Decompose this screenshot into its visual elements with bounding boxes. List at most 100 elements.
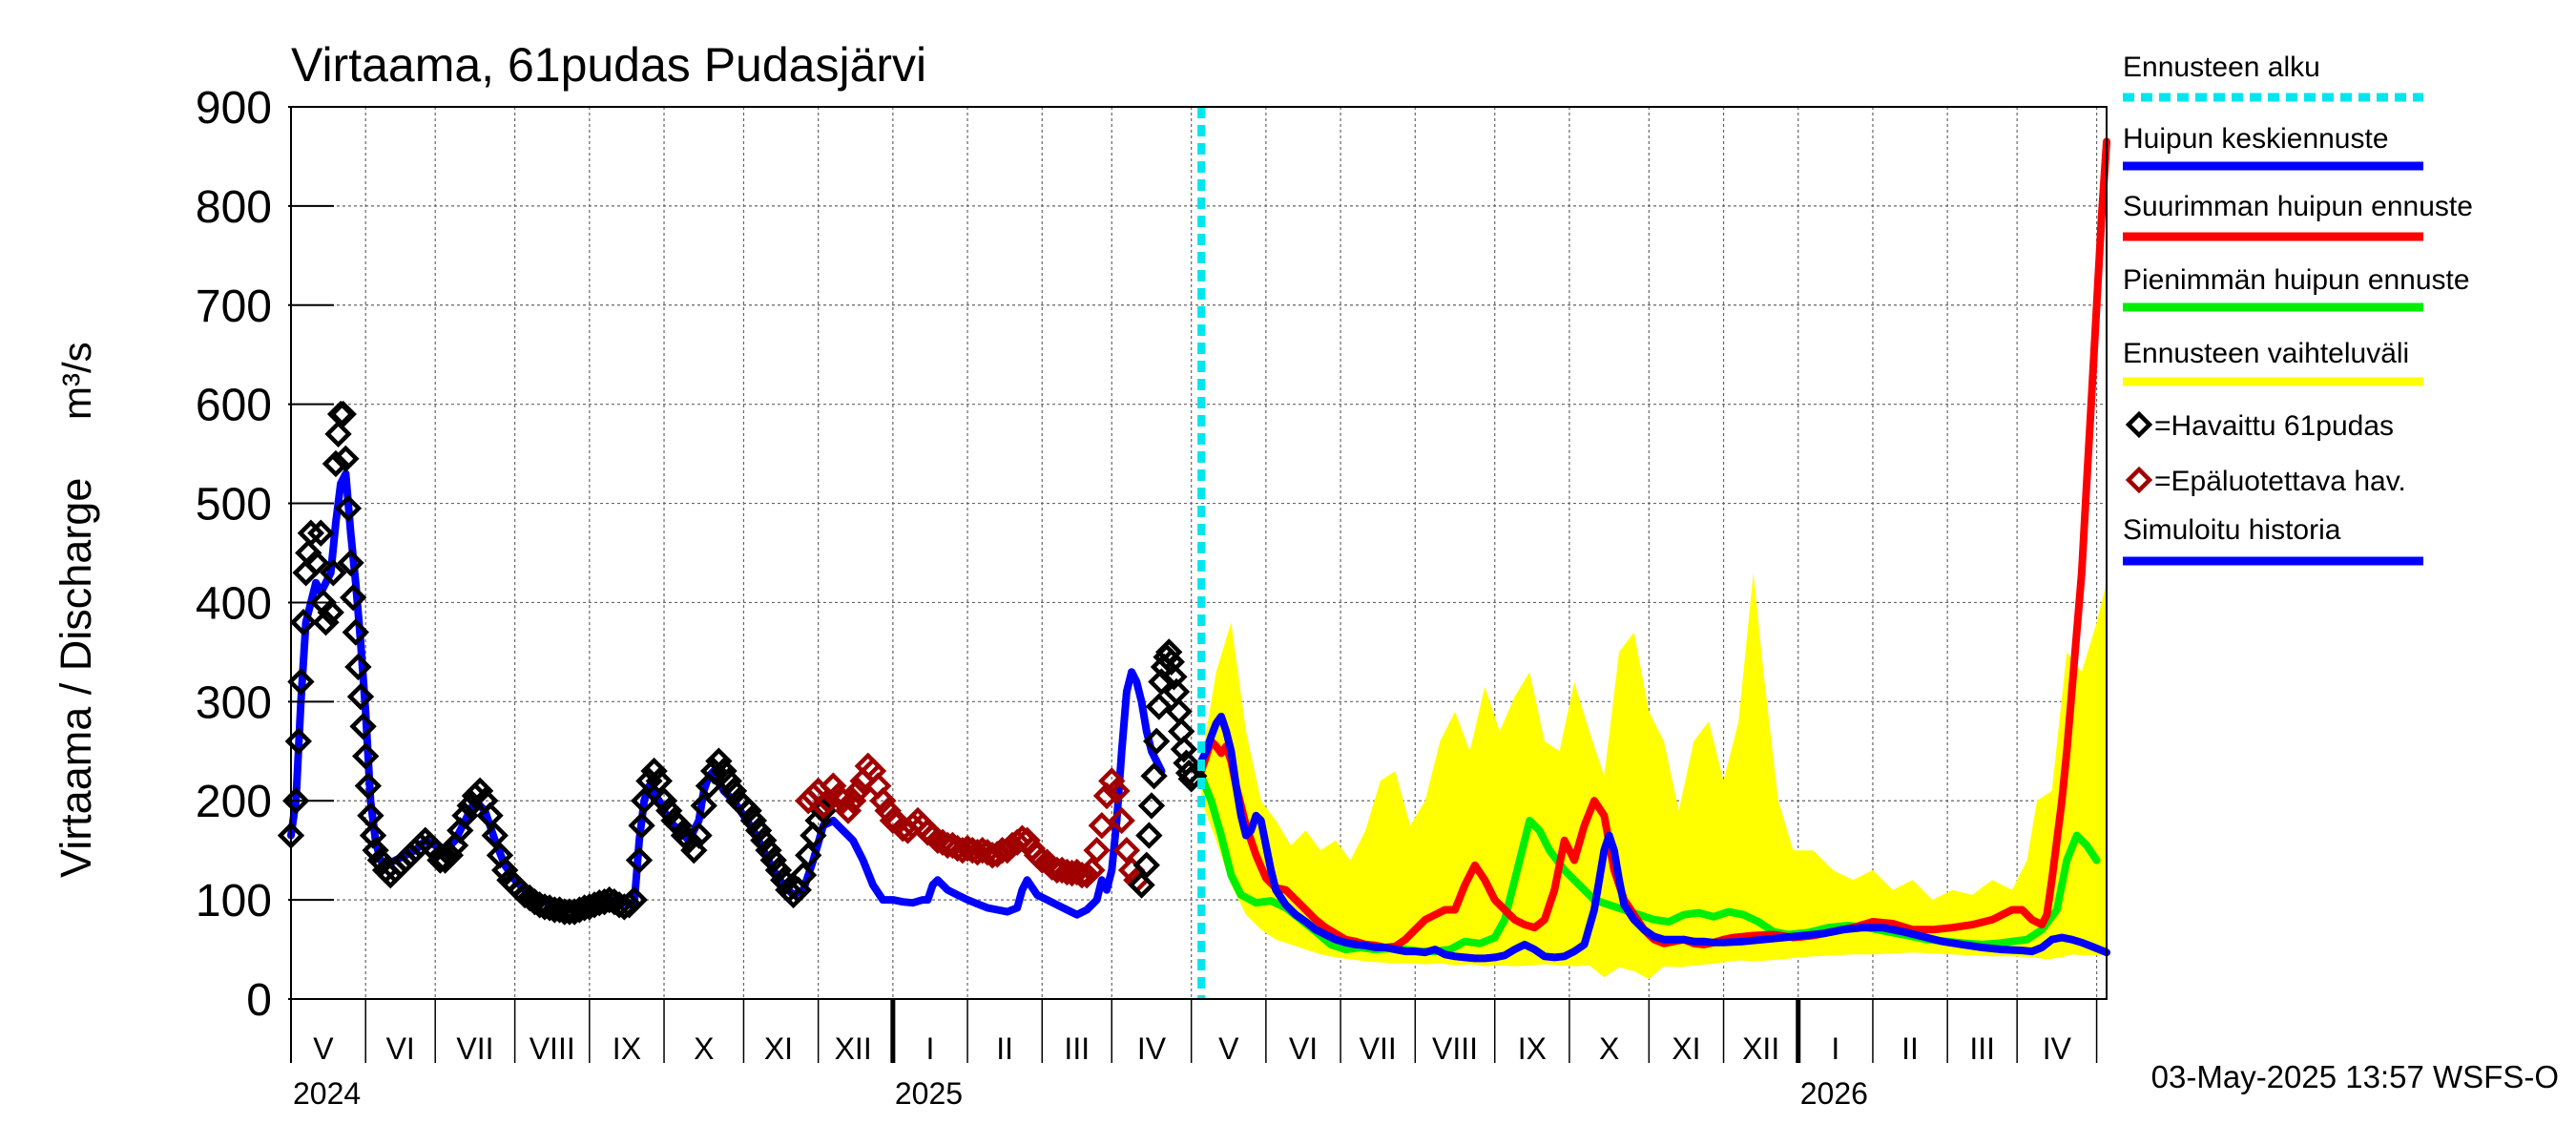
x-year-label: 2025 <box>895 1076 963 1111</box>
observation-marker <box>1180 762 1208 790</box>
observation-marker <box>362 836 389 864</box>
x-month-label: XII <box>835 1031 872 1066</box>
y-axis-label-group: Virtaama / Discharge m³/s <box>52 342 100 878</box>
observation-marker <box>1143 727 1171 756</box>
y-tick-label: 900 <box>196 83 272 134</box>
observation-marker <box>645 767 673 795</box>
observation-marker <box>710 757 737 785</box>
legend-label: =Havaittu 61pudas <box>2154 410 2394 442</box>
y-tick-label: 500 <box>196 480 272 531</box>
y-tick-label: 200 <box>196 777 272 827</box>
observation-marker <box>289 609 318 636</box>
observation-marker <box>344 653 372 681</box>
unreliable-observation-marker <box>829 787 857 815</box>
observation-marker <box>476 802 504 829</box>
x-month-label: III <box>1064 1031 1090 1066</box>
observation-marker <box>1140 762 1168 790</box>
unreliable-observation-marker <box>1083 836 1111 864</box>
observation-marker <box>655 797 683 824</box>
x-month-label: X <box>1599 1031 1619 1066</box>
mean-peak-forecast-line <box>1197 712 2110 963</box>
unreliable-observation-marker <box>1108 806 1135 835</box>
observation-marker <box>1128 871 1155 899</box>
observation-marker <box>750 826 778 854</box>
observation-marker <box>715 767 742 795</box>
x-month-label: VI <box>1289 1031 1318 1066</box>
forecast-range-area <box>1201 572 2107 980</box>
x-month-label: VIII <box>530 1031 575 1066</box>
observation-marker <box>1160 663 1188 691</box>
x-month-label: V <box>313 1031 334 1066</box>
observation-marker <box>759 846 787 874</box>
y-tick-label: 300 <box>196 677 272 728</box>
legend-label: Ennusteen vaihteluväli <box>2123 338 2409 369</box>
x-month-label: IX <box>613 1031 641 1066</box>
observation-marker <box>307 519 335 547</box>
forecast-range-band <box>1201 572 2107 980</box>
observation-marker <box>1155 638 1183 666</box>
x-month-label: II <box>996 1031 1013 1066</box>
unreliable-observation-marker <box>1053 858 1081 886</box>
observation-marker <box>481 822 509 849</box>
legend-label: Pienimmän huipun ennuste <box>2123 264 2470 296</box>
observation-marker <box>630 787 658 815</box>
y-tick-label: 100 <box>196 876 272 926</box>
observation-marker <box>705 747 733 775</box>
observation-marker <box>354 772 382 800</box>
x-month-label: I <box>926 1031 935 1066</box>
x-month-label: I <box>1831 1031 1839 1066</box>
observation-marker <box>346 682 375 711</box>
observation-marker <box>628 812 655 840</box>
observation-marker <box>744 817 773 844</box>
plot-frame <box>290 106 2108 1000</box>
observation-marker <box>322 449 350 478</box>
x-month-label: VIII <box>1432 1031 1478 1066</box>
legend-label: =Epäluotettava hav. <box>2154 466 2406 497</box>
observation-marker <box>650 787 678 815</box>
observation-marker <box>317 598 344 627</box>
observation-marker <box>755 836 782 864</box>
unreliable-observation-marker <box>1078 856 1106 885</box>
y-tick-label: 400 <box>196 578 272 629</box>
unreliable-observation-marker <box>1068 861 1096 889</box>
x-month-label: VII <box>456 1031 493 1066</box>
legend-marker <box>2125 466 2153 494</box>
x-year-label: 2024 <box>293 1076 361 1111</box>
observation-marker <box>426 846 454 874</box>
observation-marker <box>334 494 363 522</box>
observation-marker <box>719 777 748 805</box>
observation-marker <box>665 812 693 840</box>
unreliable-observation-marker <box>1088 812 1116 840</box>
observation-marker <box>349 713 377 740</box>
y-axis-label: Virtaama / Discharge <box>52 478 100 878</box>
x-month-label: VI <box>386 1031 415 1066</box>
observation-marker <box>620 885 648 914</box>
observation-marker <box>324 420 352 448</box>
observation-marker <box>640 757 668 785</box>
observation-marker <box>789 861 818 889</box>
x-month-label: VII <box>1360 1031 1397 1066</box>
unreliable-observation-marker <box>820 772 847 800</box>
observation-marker <box>337 549 364 577</box>
observation-marker <box>675 826 703 854</box>
observation-marker <box>1137 792 1166 820</box>
legend-label: Simuloitu historia <box>2123 514 2341 546</box>
observation-marker <box>282 787 310 815</box>
observation-marker <box>320 559 347 587</box>
observation-marker <box>332 445 360 472</box>
unreliable-observation-marker <box>1103 777 1131 805</box>
unreliable-observation-marker <box>1112 836 1141 864</box>
observation-marker <box>769 866 798 894</box>
observation-marker <box>625 846 654 874</box>
legend-label: Ennusteen alku <box>2123 52 2320 83</box>
observation-marker <box>301 549 330 577</box>
observation-marker <box>1145 693 1173 720</box>
max-peak-forecast-line <box>1197 137 2110 951</box>
timestamp: 03-May-2025 13:57 WSFS-O <box>2151 1059 2559 1094</box>
observation-marker <box>739 806 768 835</box>
observation-marker <box>339 584 367 612</box>
chart-title: Virtaama, 61pudas Pudasjärvi <box>291 38 926 92</box>
